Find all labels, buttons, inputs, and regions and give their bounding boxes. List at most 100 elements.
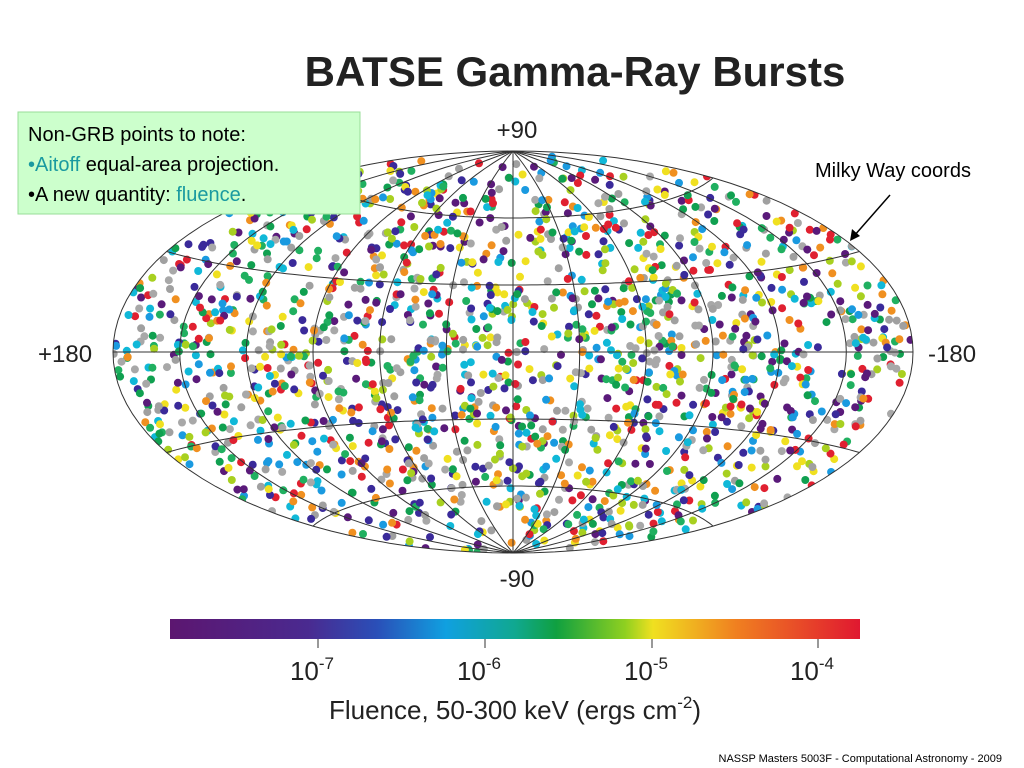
burst-dot	[450, 495, 459, 504]
burst-dot	[739, 448, 748, 457]
burst-dot	[265, 372, 274, 380]
burst-dot	[416, 275, 425, 283]
burst-dot	[793, 219, 802, 227]
burst-dot	[448, 212, 457, 221]
burst-dot	[891, 296, 900, 305]
burst-dot	[192, 444, 201, 453]
burst-dot	[780, 339, 789, 348]
burst-dot	[710, 182, 719, 191]
label-text: )	[692, 695, 701, 725]
burst-dot	[387, 234, 396, 243]
burst-dot	[650, 228, 659, 237]
burst-dot	[561, 406, 570, 415]
burst-dot	[616, 506, 625, 515]
tick-base: 10	[790, 656, 819, 686]
burst-dot	[751, 317, 760, 326]
burst-dot	[406, 212, 415, 221]
tick-base: 10	[457, 656, 486, 686]
burst-dot	[332, 232, 341, 241]
burst-dot	[689, 253, 697, 262]
burst-dot	[181, 403, 190, 412]
burst-dot	[565, 322, 573, 331]
burst-dot	[459, 193, 467, 202]
burst-dot	[420, 380, 429, 389]
burst-dot	[550, 303, 558, 312]
burst-dot	[522, 469, 531, 478]
burst-dot	[651, 360, 660, 369]
burst-dot	[261, 352, 270, 361]
burst-dot	[846, 381, 855, 390]
burst-dot	[757, 352, 766, 361]
burst-dot	[649, 252, 658, 261]
burst-dot	[397, 218, 406, 227]
burst-dot	[590, 326, 599, 335]
burst-dot	[895, 335, 904, 344]
burst-dot	[224, 463, 233, 472]
burst-dot	[605, 431, 614, 440]
burst-dot	[288, 259, 297, 267]
burst-dot	[335, 404, 344, 413]
burst-dot	[601, 259, 610, 268]
note-heading: Non-GRB points to note:	[28, 124, 246, 146]
burst-dot	[407, 246, 416, 255]
burst-dot	[711, 428, 720, 436]
burst-dot	[487, 188, 496, 197]
parallel	[166, 251, 860, 286]
burst-dot	[173, 378, 182, 387]
burst-dot	[148, 363, 157, 372]
burst-dot	[491, 455, 499, 464]
burst-dot	[535, 217, 544, 226]
burst-dot	[254, 383, 263, 392]
burst-dot	[730, 361, 739, 370]
burst-dot	[254, 346, 263, 355]
burst-dot	[379, 520, 388, 529]
burst-dot	[590, 286, 599, 295]
burst-dot	[169, 266, 178, 275]
burst-dot	[481, 194, 490, 203]
tick-base: 10	[290, 656, 319, 686]
burst-dot	[782, 357, 791, 366]
burst-dot	[364, 438, 373, 447]
burst-dot	[766, 364, 775, 373]
burst-dot	[191, 298, 200, 306]
burst-dot	[543, 432, 552, 441]
burst-dot	[256, 362, 265, 371]
burst-dot	[841, 315, 850, 324]
burst-dot	[302, 225, 311, 234]
burst-dot	[342, 248, 351, 257]
parallel	[166, 418, 860, 453]
burst-dot	[493, 502, 501, 511]
burst-dot	[398, 486, 407, 495]
burst-dot	[211, 442, 220, 451]
burst-dot	[211, 448, 220, 456]
burst-dot	[513, 290, 522, 299]
burst-dot	[440, 424, 449, 433]
burst-dot	[816, 243, 825, 252]
burst-dot	[644, 412, 653, 421]
burst-dot	[767, 283, 776, 292]
burst-dot	[479, 370, 488, 379]
burst-dot	[536, 225, 545, 234]
burst-dot	[667, 330, 676, 339]
burst-dot	[625, 239, 634, 248]
burst-dot	[793, 462, 801, 471]
burst-dot	[485, 303, 494, 312]
burst-dot	[457, 410, 466, 419]
burst-dot	[242, 390, 250, 399]
burst-dot	[582, 250, 591, 259]
burst-dot	[466, 239, 475, 248]
burst-dot	[689, 516, 697, 525]
burst-dot	[412, 446, 421, 455]
burst-dot	[789, 252, 798, 261]
burst-dot	[159, 256, 168, 265]
burst-dot	[836, 394, 845, 403]
burst-dot	[627, 350, 636, 359]
burst-dot	[363, 231, 372, 240]
burst-dot	[530, 505, 539, 514]
colorbar-tick-label: 10-4	[790, 654, 834, 686]
burst-dot	[718, 376, 727, 385]
burst-dot	[513, 494, 522, 503]
burst-dot	[149, 289, 158, 298]
burst-dot	[308, 336, 317, 345]
arrow-shaft	[853, 194, 891, 237]
